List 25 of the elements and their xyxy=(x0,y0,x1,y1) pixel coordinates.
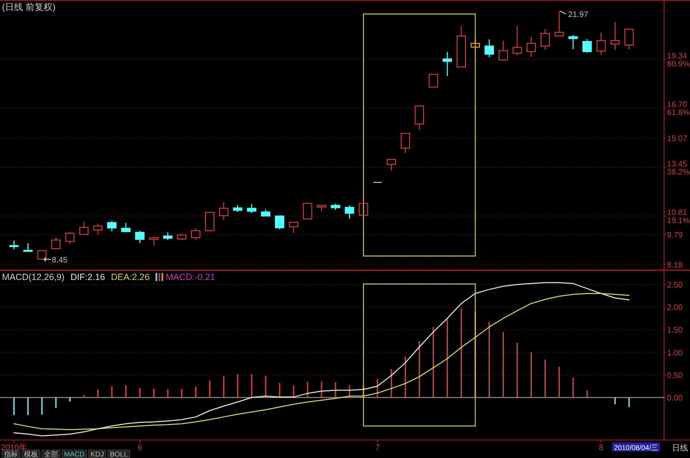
text: DIF:2.16 xyxy=(70,272,106,282)
annotation: 21.97 xyxy=(568,10,589,20)
y-tick-label: 0.00 xyxy=(667,394,684,402)
chart-title: (日线 前复权) xyxy=(2,2,56,12)
chart-title: MACD(12,26,9) xyxy=(2,272,65,282)
y-tick-label: 15.07 xyxy=(667,134,688,143)
y-tick-label: 1.50 xyxy=(667,326,684,335)
y-tick-label: 1.00 xyxy=(667,348,684,358)
x-tick-label: 6 xyxy=(138,443,143,452)
y-tick-label: 2.50 xyxy=(667,280,684,290)
text: 日线 xyxy=(672,444,688,452)
y-tick-label: 8.18 xyxy=(667,260,684,270)
y-tick-label: 19.34 80.9% xyxy=(667,51,690,68)
y-tick-label: 9.79 xyxy=(667,230,684,240)
x-tick-label: 7 xyxy=(375,443,380,452)
y-tick-label: 10.81 19.1% xyxy=(667,208,690,225)
x-tick-label: 8 xyxy=(598,443,604,452)
x-tick-label: 2010年 xyxy=(1,443,27,452)
y-tick-label: 13.45 38.2% xyxy=(667,160,690,177)
y-tick-label: 0.50 xyxy=(667,370,684,380)
text: DEA:2.26 xyxy=(111,272,150,282)
legend-label: MACD:-0.21 xyxy=(166,272,216,282)
annotation: 8.45 xyxy=(52,255,68,264)
y-tick-label: 16.70 61.8% xyxy=(667,100,690,117)
y-tick-label: 2.00 xyxy=(667,303,684,312)
